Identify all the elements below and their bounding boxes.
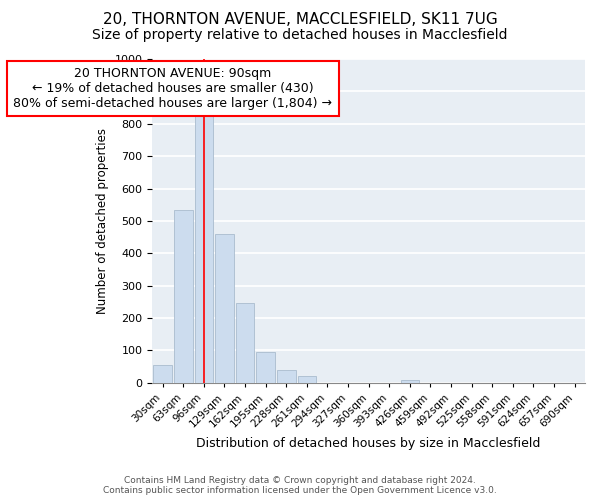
Text: Contains HM Land Registry data © Crown copyright and database right 2024.
Contai: Contains HM Land Registry data © Crown c…: [103, 476, 497, 495]
Y-axis label: Number of detached properties: Number of detached properties: [96, 128, 109, 314]
Bar: [194, 114, 213, 383]
Bar: [154, 365, 172, 383]
Bar: [256, 352, 275, 383]
Bar: [215, 234, 234, 383]
Bar: [236, 304, 254, 383]
Text: 20 THORNTON AVENUE: 90sqm
← 19% of detached houses are smaller (430)
80% of semi: 20 THORNTON AVENUE: 90sqm ← 19% of detac…: [13, 67, 332, 110]
Text: 20, THORNTON AVENUE, MACCLESFIELD, SK11 7UG: 20, THORNTON AVENUE, MACCLESFIELD, SK11 …: [103, 12, 497, 28]
Bar: [298, 376, 316, 383]
Text: Size of property relative to detached houses in Macclesfield: Size of property relative to detached ho…: [92, 28, 508, 42]
X-axis label: Distribution of detached houses by size in Macclesfield: Distribution of detached houses by size …: [196, 437, 541, 450]
Bar: [401, 380, 419, 383]
Bar: [174, 210, 193, 383]
Bar: [277, 370, 296, 383]
